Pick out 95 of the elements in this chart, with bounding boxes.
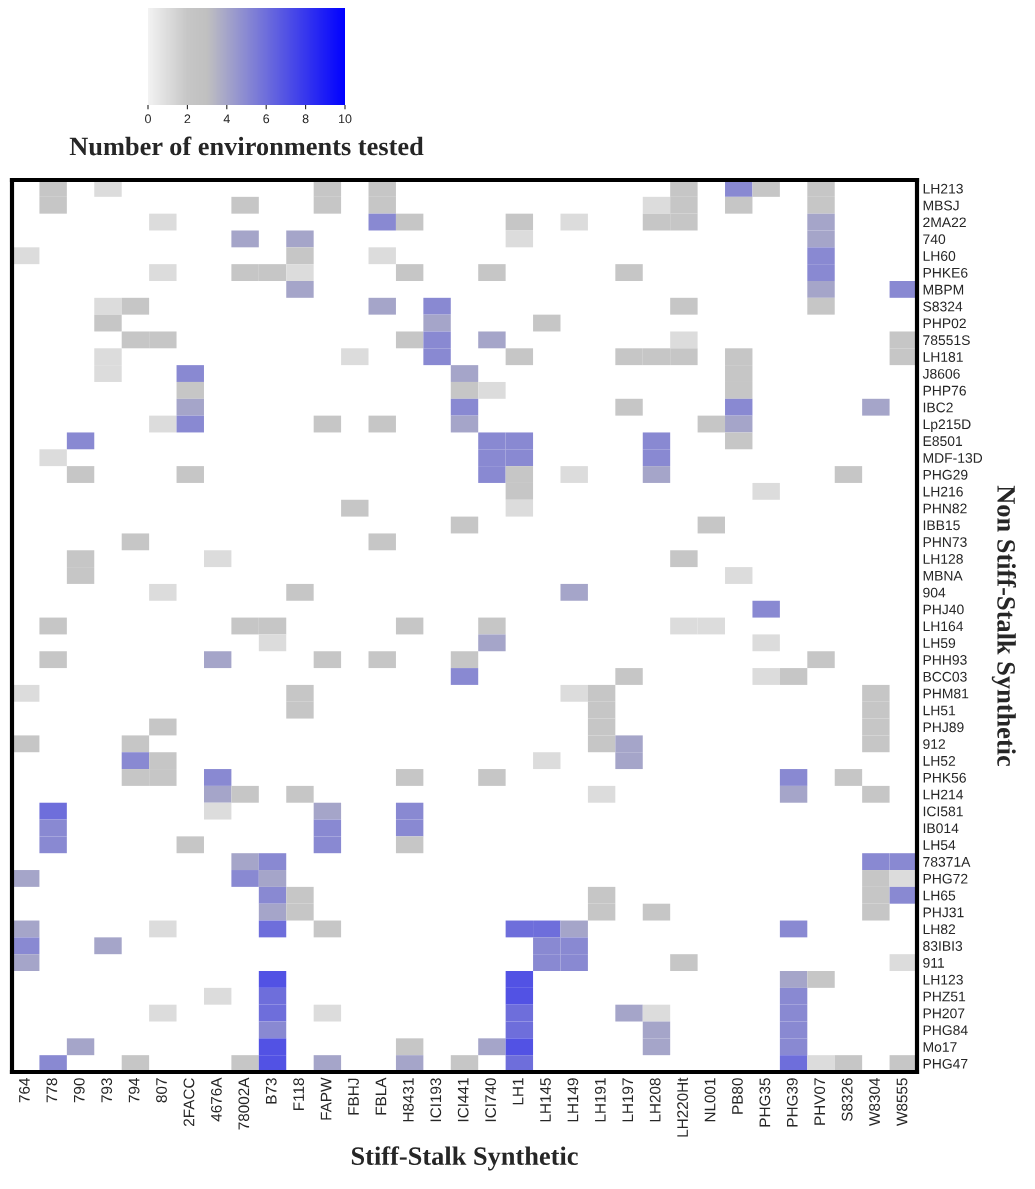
y-tick-label: PHJ89: [923, 722, 964, 733]
y-tick-label: LH59: [923, 638, 956, 648]
x-tick-label: 807: [156, 1078, 167, 1103]
x-tick-label: F118: [293, 1078, 305, 1110]
x-tick-label: FBLA: [375, 1077, 387, 1115]
y-tick-label: Mo17: [923, 1042, 957, 1052]
y-tick-label: 2MA22: [923, 217, 966, 228]
y-tick-label: LH128: [923, 554, 963, 564]
y-tick-label: IBC2: [923, 402, 953, 413]
x-tick-label: ICI193: [430, 1078, 442, 1122]
y-tick-label: LH213: [923, 183, 963, 194]
x-tick-label: H8431: [402, 1078, 414, 1122]
x-tick-label: FBHJ: [348, 1078, 359, 1115]
y-tick-label: PHK56: [923, 772, 966, 783]
x-tick-label: NL001: [704, 1078, 716, 1122]
x-tick-label: PHG35: [759, 1078, 771, 1127]
color-bar-label: 0: [145, 114, 151, 124]
y-tick-label: J8606: [922, 368, 960, 379]
y-tick-label: PHM81: [923, 688, 969, 699]
x-tick-label: LH191: [594, 1078, 606, 1122]
y-tick-label: PHG84: [923, 1025, 968, 1036]
y-tick-label: 911: [923, 957, 945, 968]
y-axis-title: Non Stiff-Stalk Synthetic: [991, 485, 1017, 767]
x-tick-label: W8555: [896, 1078, 908, 1126]
x-tick-label: 794: [128, 1078, 140, 1103]
y-tick-label: LH52: [923, 755, 956, 766]
x-tick-label: 4676A: [210, 1077, 222, 1122]
x-tick-label: 78002A: [238, 1077, 250, 1130]
x-tick-label: W8304: [869, 1078, 880, 1126]
color-bar-label: 10: [339, 114, 352, 124]
x-tick-label: 2FACC: [183, 1078, 195, 1127]
x-tick-label: ICI441: [457, 1078, 469, 1122]
color-bar-label: 8: [302, 114, 309, 124]
x-tick-label: ICI740: [485, 1078, 497, 1122]
x-tick-label: 778: [46, 1078, 58, 1103]
y-tick-label: LH51: [923, 705, 956, 716]
y-tick-label: PHG72: [923, 873, 968, 884]
y-tick-label: 78371A: [923, 856, 971, 867]
y-tick-label: MBSJ: [923, 200, 959, 211]
y-tick-label: PHP02: [923, 318, 966, 329]
x-tick-label: B73: [265, 1078, 277, 1104]
y-tick-label: PHJ31: [923, 907, 964, 918]
y-tick-label: LH123: [923, 974, 963, 985]
y-tick-label: 904: [923, 587, 946, 598]
y-tick-label: 83IBI3: [923, 941, 963, 951]
x-tick-label: FAPW: [320, 1077, 332, 1120]
x-tick-label: 764: [18, 1078, 30, 1103]
y-tick-label: LH164: [923, 621, 964, 632]
y-tick-label: 740: [923, 234, 946, 245]
y-tick-label: MDF-13D: [923, 453, 983, 463]
y-tick-label: S8324: [923, 301, 963, 312]
y-tick-label: Lp215D: [923, 419, 971, 432]
color-bar-label: 6: [263, 114, 270, 124]
color-bar-label: 2: [184, 114, 191, 124]
x-tick-label: LH208: [649, 1078, 661, 1122]
y-tick-label: PHZ51: [923, 991, 966, 1002]
y-tick-label: PHN82: [923, 503, 967, 514]
y-tick-label: LH216: [923, 486, 963, 497]
color-bar-label: 4: [223, 114, 230, 124]
y-tick-label: PHG47: [923, 1058, 968, 1069]
y-tick-label: LH60: [923, 251, 956, 261]
y-tick-label: PHH93: [923, 654, 967, 665]
x-tick-label: LH197: [622, 1078, 634, 1122]
y-tick-label: 912: [923, 739, 946, 749]
x-tick-label: 790: [73, 1078, 85, 1103]
y-tick-label: IBB15: [923, 520, 960, 531]
y-tick-label: LH54: [923, 840, 956, 850]
x-tick-label: LH145: [540, 1078, 551, 1122]
y-tick-label: BCC03: [923, 671, 967, 682]
y-tick-label: 78551S: [923, 335, 970, 346]
y-tick-label: IB014: [923, 823, 959, 834]
y-tick-label: E8501: [923, 436, 963, 447]
y-tick-label: LH82: [923, 924, 956, 935]
y-tick-label: ICI581: [923, 806, 963, 817]
y-tick-label: LH65: [923, 890, 956, 901]
y-tick-label: PHP76: [923, 385, 966, 396]
x-axis-title: Stiff-Stalk Synthetic: [351, 1146, 578, 1171]
y-tick-label: MBPM: [923, 284, 964, 295]
y-tick-label: LH214: [923, 789, 964, 800]
y-tick-label: PHG29: [923, 469, 968, 480]
x-tick-label: LH1: [512, 1078, 524, 1105]
x-tick-label: PHG39: [786, 1078, 798, 1127]
y-tick-label: PH207: [923, 1008, 965, 1019]
y-tick-label: PHJ40: [923, 604, 964, 615]
y-tick-label: MBNA: [923, 570, 963, 581]
color-bar-title: Number of environments tested: [69, 136, 424, 156]
y-tick-label: PHN73: [923, 537, 967, 548]
x-tick-label: S8326: [841, 1078, 853, 1122]
y-tick-label: PHKE6: [923, 267, 968, 278]
x-tick-label: PB80: [732, 1078, 743, 1114]
y-tick-label: LH181: [923, 352, 963, 362]
x-tick-label: 793: [101, 1078, 113, 1103]
x-tick-label: LH220Ht: [677, 1077, 688, 1137]
x-tick-label: PHV07: [814, 1078, 826, 1125]
x-tick-label: LH149: [567, 1078, 579, 1122]
